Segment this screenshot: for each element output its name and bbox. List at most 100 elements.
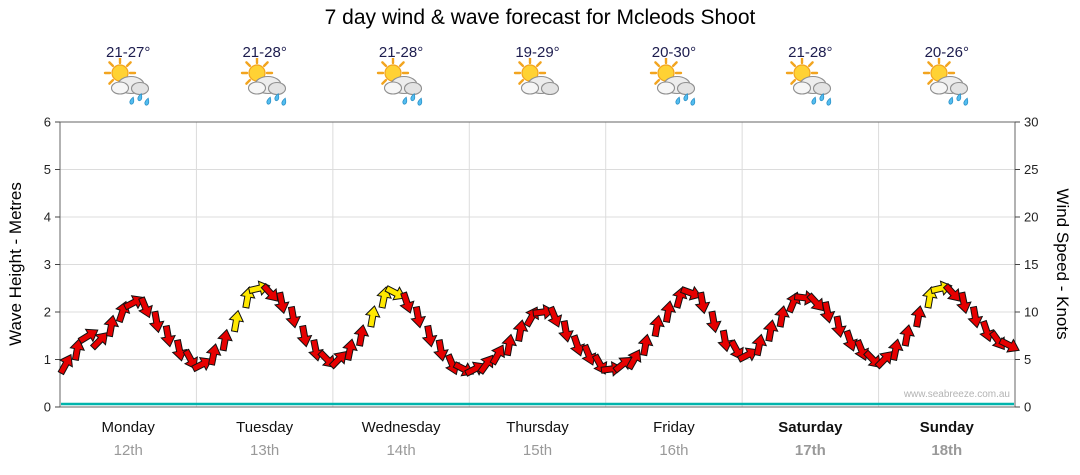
left-tick-label: 5 [44, 162, 51, 177]
day-label-thursday: Thursday [506, 419, 569, 436]
temp-range-sunday: 20-26° [924, 44, 969, 61]
date-label-tuesday: 13th [250, 442, 280, 459]
temp-range-thursday: 19-29° [515, 44, 560, 61]
right-tick-label: 0 [1024, 400, 1031, 415]
wind-arrow [160, 324, 176, 348]
sun-cloud-rain-icon [649, 56, 696, 106]
wind-arrow [736, 347, 759, 363]
cloud-icon [111, 75, 150, 96]
sun-cloud-icon [513, 56, 559, 96]
temp-range-wednesday: 21-28° [378, 44, 424, 61]
watermark: www.seabreeze.com.au [903, 389, 1010, 400]
wind-arrow [694, 291, 711, 315]
left-tick-label: 4 [44, 210, 51, 225]
wind-arrow [717, 329, 734, 353]
right-tick-label: 20 [1024, 210, 1038, 225]
wind-arrow [887, 338, 904, 361]
wind-arrow [558, 320, 574, 343]
sun-cloud-rain-icon [240, 56, 286, 106]
raindrops-icon [675, 92, 696, 106]
weather-icon-thursday [512, 56, 564, 108]
weather-icon-wednesday [375, 56, 427, 108]
day-label-saturday: Saturday [778, 419, 843, 436]
wind-arrow [260, 282, 279, 302]
temp-range-tuesday: 21-28° [242, 44, 287, 61]
wind-arrow [205, 343, 222, 366]
date-label-sunday: 18th [931, 442, 963, 459]
sun-cloud-rain-icon [786, 56, 832, 106]
weather-icon-tuesday [239, 56, 291, 108]
weather-icon-monday [102, 56, 154, 108]
wind-arrow [581, 343, 597, 366]
wind-arrow [547, 305, 563, 328]
cloud-icon [793, 75, 832, 96]
wind-arrow [660, 300, 677, 323]
raindrops-icon [402, 92, 423, 106]
wind-arrow [285, 305, 302, 329]
right-tick-label: 30 [1024, 115, 1038, 130]
date-label-thursday: 15th [522, 442, 553, 459]
wind-arrow [956, 291, 972, 315]
wind-arrow [728, 339, 744, 361]
right-tick-label: 25 [1024, 162, 1038, 177]
wind-arrow [774, 305, 790, 328]
wind-arrow [191, 356, 213, 373]
wind-arrow [637, 333, 654, 357]
sun-icon [240, 56, 273, 90]
wind-arrow [182, 348, 198, 370]
cloud-icon [656, 75, 695, 96]
left-tick-label: 1 [44, 352, 51, 367]
day-labels-row: Monday Tuesday Wednesday Thursday Friday Satu… [0, 419, 1080, 439]
wind-arrow [384, 285, 406, 301]
cloud-icon [384, 75, 423, 96]
date-labels-row: 12th 13th 14th 15th 16th 17th 18th [0, 442, 1080, 462]
left-axis-label: Wave Height - Metres [6, 182, 25, 346]
day-label-sunday: Sunday [919, 419, 974, 436]
left-tick-label: 6 [44, 115, 51, 130]
left-tick-label: 3 [44, 257, 51, 272]
weather-icon-sunday [921, 56, 973, 108]
day-label-friday: Friday [653, 419, 695, 436]
temp-range-friday: 20-30° [651, 44, 697, 61]
left-tick-label: 2 [44, 305, 51, 320]
chart-title: 7 day wind & wave forecast for Mcleods S… [324, 6, 756, 29]
raindrops-icon [266, 92, 286, 106]
wind-arrow [89, 332, 109, 351]
raindrops-icon [811, 92, 832, 106]
wind-arrow [569, 334, 586, 357]
wind-arrow [433, 339, 449, 362]
wind-arrow [421, 324, 438, 348]
weather-icon-friday [648, 56, 700, 108]
temp-range-monday: 21-27° [106, 44, 151, 61]
date-label-wednesday: 14th [386, 442, 416, 459]
date-label-saturday: 17th [794, 442, 826, 459]
raindrops-icon [129, 92, 150, 106]
wind-arrow [512, 319, 529, 342]
weather-icons-row [0, 56, 1080, 114]
wind-arrow [679, 285, 703, 301]
wind-arrow [410, 305, 427, 329]
wind-arrow [751, 333, 768, 357]
right-tick-label: 15 [1024, 257, 1038, 272]
temp-range-saturday: 21-28° [788, 44, 833, 61]
sun-cloud-rain-icon [104, 56, 150, 106]
wind-arrow [273, 291, 290, 315]
wind-arrow [489, 344, 505, 366]
wind-arrow [998, 337, 1020, 353]
wind-arrow [979, 319, 995, 343]
wind-arrow [171, 339, 188, 362]
temperature-row: 21-27° 21-28° 21-28° 19-29° 20-30° 21-28° 20-2… [0, 44, 1080, 64]
wind-arrow [138, 296, 153, 319]
wind-arrow [831, 315, 847, 338]
wind-arrow [217, 328, 233, 352]
wind-arrow [69, 338, 86, 361]
wind-arrow [967, 305, 984, 329]
wind-arrow [649, 314, 665, 338]
right-axis-label: Wind Speed - Knots [1053, 188, 1072, 340]
day-label-monday: Monday [101, 419, 155, 436]
weather-icon-saturday [784, 56, 836, 108]
wind-arrow [501, 333, 518, 357]
day-label-tuesday: Tuesday [236, 419, 294, 436]
